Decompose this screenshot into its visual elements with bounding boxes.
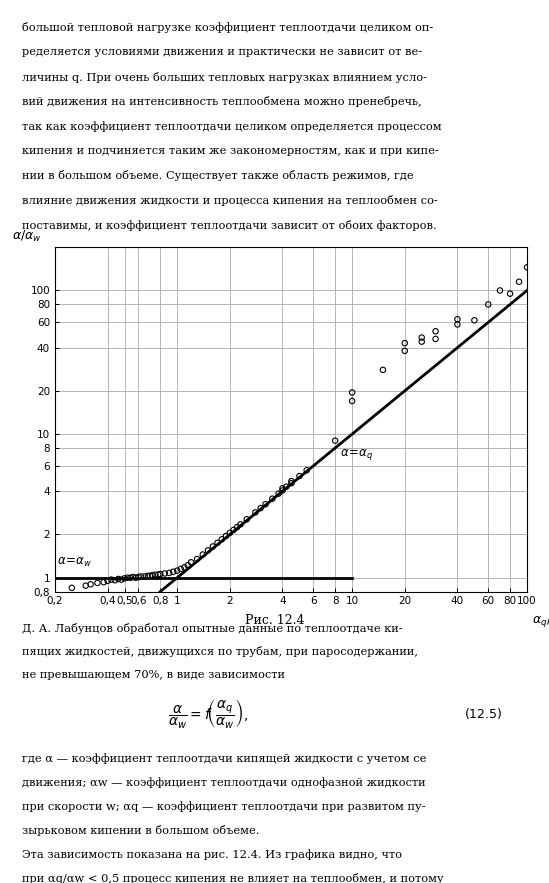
Point bbox=[496, 283, 505, 298]
Point bbox=[251, 505, 260, 519]
Text: зырьковом кипении в большом объеме.: зырьковом кипении в большом объеме. bbox=[22, 825, 260, 836]
Point bbox=[110, 573, 119, 587]
Text: $\alpha\!=\!\alpha_q$: $\alpha\!=\!\alpha_q$ bbox=[340, 448, 373, 463]
Text: большой тепловой нагрузке коэффициент теплоотдачи целиком оп-: большой тепловой нагрузке коэффициент те… bbox=[22, 22, 433, 33]
Text: $\alpha\!=\!\alpha_w$: $\alpha\!=\!\alpha_w$ bbox=[57, 556, 92, 570]
Point bbox=[183, 558, 192, 572]
Point bbox=[523, 260, 531, 275]
Point bbox=[256, 501, 265, 515]
Point bbox=[453, 317, 462, 331]
Point bbox=[417, 335, 426, 349]
Point bbox=[93, 576, 102, 590]
Point bbox=[198, 547, 207, 562]
Point bbox=[117, 572, 126, 586]
Point bbox=[187, 555, 195, 570]
Point bbox=[261, 497, 270, 511]
Point bbox=[68, 581, 76, 595]
Text: пящих жидкостей, движущихся по трубам, при паросодержании,: пящих жидкостей, движущихся по трубам, п… bbox=[22, 646, 418, 657]
Point bbox=[484, 298, 492, 312]
Point bbox=[268, 492, 277, 506]
Text: так как коэффициент теплоотдачи целиком определяется процессом: так как коэффициент теплоотдачи целиком … bbox=[22, 121, 441, 132]
Point bbox=[431, 332, 440, 346]
Point bbox=[417, 330, 426, 344]
Point bbox=[226, 526, 234, 540]
Point bbox=[114, 572, 122, 586]
Text: Д. А. Лабунцов обработал опытные данные по теплоотдаче ки-: Д. А. Лабунцов обработал опытные данные … bbox=[22, 623, 402, 633]
Text: влияние движения жидкости и процесса кипения на теплообмен со-: влияние движения жидкости и процесса кип… bbox=[22, 195, 438, 206]
Point bbox=[176, 562, 185, 576]
Point bbox=[431, 324, 440, 338]
Text: $\dfrac{\alpha}{\alpha_w} = f\!\left(\dfrac{\alpha_q}{\alpha_w}\right),$: $\dfrac{\alpha}{\alpha_w} = f\!\left(\df… bbox=[169, 697, 249, 729]
Point bbox=[137, 570, 145, 584]
Point bbox=[274, 487, 283, 501]
Text: движения; αw — коэффициент теплоотдачи однофазной жидкости: движения; αw — коэффициент теплоотдачи о… bbox=[22, 778, 425, 789]
Point bbox=[156, 567, 165, 581]
Text: $(12.5)$: $(12.5)$ bbox=[464, 706, 502, 721]
Point bbox=[287, 474, 296, 488]
Text: не превышающем 70%, в виде зависимости: не превышающем 70%, в виде зависимости bbox=[22, 670, 285, 680]
Point bbox=[151, 568, 160, 582]
Point bbox=[400, 336, 409, 351]
Point bbox=[143, 569, 152, 583]
Point bbox=[506, 287, 514, 301]
Point bbox=[287, 476, 296, 490]
Point bbox=[222, 529, 231, 543]
Point bbox=[123, 570, 132, 585]
Point bbox=[278, 481, 287, 495]
Point bbox=[453, 313, 462, 327]
Point bbox=[400, 343, 409, 358]
Text: ределяется условиями движения и практически не зависит от ве-: ределяется условиями движения и практиче… bbox=[22, 47, 422, 57]
Text: вий движения на интенсивность теплообмена можно пренебречь,: вий движения на интенсивность теплообмен… bbox=[22, 96, 422, 107]
Text: где α — коэффициент теплоотдачи кипящей жидкости с учетом се: где α — коэффициент теплоотдачи кипящей … bbox=[22, 753, 427, 765]
Point bbox=[128, 570, 137, 585]
Point bbox=[134, 570, 143, 585]
Text: $\alpha/\alpha_w$: $\alpha/\alpha_w$ bbox=[13, 229, 42, 244]
Point bbox=[236, 517, 245, 532]
Point bbox=[173, 563, 182, 577]
Text: кипения и подчиняется таким же закономерностям, как и при кипе-: кипения и подчиняется таким же закономер… bbox=[22, 146, 439, 155]
Point bbox=[233, 520, 242, 534]
Point bbox=[99, 575, 108, 589]
Point bbox=[148, 568, 156, 582]
Text: $\alpha_q/\alpha_w$: $\alpha_q/\alpha_w$ bbox=[532, 612, 549, 630]
Point bbox=[160, 566, 169, 580]
Point bbox=[209, 540, 217, 554]
Point bbox=[120, 571, 129, 585]
Point bbox=[282, 479, 290, 494]
Point bbox=[103, 574, 112, 588]
Point bbox=[229, 523, 238, 537]
Point bbox=[470, 313, 479, 328]
Point bbox=[378, 363, 387, 377]
Point bbox=[126, 570, 135, 585]
Point bbox=[180, 561, 189, 575]
Point bbox=[348, 385, 356, 399]
Point bbox=[154, 568, 163, 582]
Point bbox=[86, 577, 95, 592]
Point bbox=[81, 578, 90, 592]
Point bbox=[169, 565, 178, 579]
Point bbox=[204, 543, 212, 557]
Point bbox=[145, 569, 154, 583]
Point bbox=[217, 532, 226, 547]
Point bbox=[302, 464, 311, 478]
Point bbox=[330, 434, 339, 448]
Point bbox=[348, 394, 356, 408]
Text: Эта зависимость показана на рис. 12.4. Из графика видно, что: Эта зависимость показана на рис. 12.4. И… bbox=[22, 849, 402, 860]
Point bbox=[140, 570, 149, 584]
Point bbox=[213, 536, 222, 550]
Point bbox=[165, 566, 173, 580]
Text: поставимы, и коэффициент теплоотдачи зависит от обоих факторов.: поставимы, и коэффициент теплоотдачи зав… bbox=[22, 220, 436, 230]
Point bbox=[193, 552, 201, 566]
Point bbox=[514, 275, 523, 289]
Point bbox=[295, 469, 304, 483]
Point bbox=[131, 570, 140, 585]
Text: личины q. При очень больших тепловых нагрузках влиянием усло-: личины q. При очень больших тепловых наг… bbox=[22, 72, 427, 82]
Text: Рис. 12.4: Рис. 12.4 bbox=[245, 614, 304, 627]
Point bbox=[243, 512, 251, 526]
Text: при αq/αw < 0,5 процесс кипения не влияет на теплообмен, и потому: при αq/αw < 0,5 процесс кипения не влияе… bbox=[22, 872, 444, 883]
Text: при скорости w; αq — коэффициент теплоотдачи при развитом пу-: при скорости w; αq — коэффициент теплоот… bbox=[22, 802, 425, 812]
Point bbox=[107, 572, 116, 586]
Point bbox=[278, 483, 287, 497]
Text: нии в большом объеме. Существует также область режимов, где: нии в большом объеме. Существует также о… bbox=[22, 170, 413, 181]
